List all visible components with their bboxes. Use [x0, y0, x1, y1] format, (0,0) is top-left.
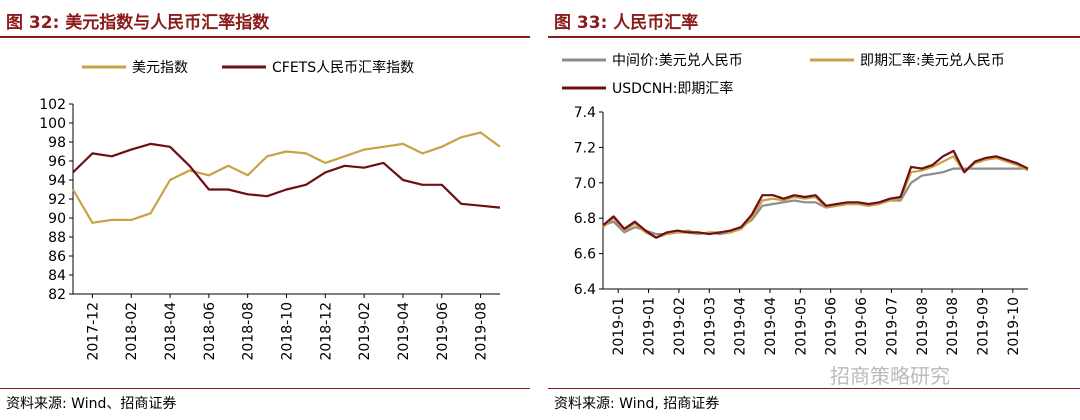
x-tick-label: 2019-04 [396, 302, 412, 361]
y-tick-label: 94 [48, 173, 66, 189]
watermark-text: 招商策略研究 [830, 364, 950, 388]
x-tick-label: 2019-08 [474, 302, 490, 361]
x-tick-label: 2019-03 [702, 297, 718, 356]
series-line [602, 155, 1029, 239]
x-tick-label: 2019-06 [824, 297, 840, 356]
panel-dxy-cfets: 图 32: 美元指数与人民币汇率指数 美元指数 CFETS人民币汇率指数 82 84 8… [0, 0, 530, 420]
y-tick-label: 7.0 [574, 176, 596, 192]
legend-label: CFETS人民币汇率指数 [272, 59, 414, 76]
y-tick-label: 6.4 [574, 282, 596, 298]
source-rule [548, 388, 1080, 389]
x-tick-label: 2018-04 [163, 302, 179, 361]
x-tick-label: 2018-12 [318, 302, 334, 361]
x-tick-label: 2019-08 [945, 297, 961, 356]
y-tick-label: 86 [48, 249, 66, 265]
x-tick-label: 2019-04 [733, 297, 749, 356]
x-tick-label: 2019-02 [357, 302, 373, 361]
y-tick-label: 96 [48, 154, 66, 170]
series-line [72, 131, 501, 224]
source-note: 资料来源: Wind, 招商证券 [554, 396, 720, 412]
y-tick-label: 98 [48, 135, 66, 151]
y-tick-label: 100 [39, 116, 66, 132]
y-tick-label: 102 [39, 97, 66, 113]
x-tick-label: 2019-04 [763, 297, 779, 356]
x-tick-label: 2019-10 [1006, 297, 1022, 356]
legend-label: 中间价:美元兑人民币 [612, 53, 743, 69]
x-tick-label: 2019-07 [884, 297, 900, 356]
x-tick-label: 2017-12 [85, 302, 101, 361]
title-rule [548, 36, 1080, 38]
legend-label: USDCNH:即期汇率 [612, 80, 733, 97]
x-tick-label: 2019-02 [672, 297, 688, 356]
y-tick-label: 82 [48, 287, 66, 303]
y-tick-label: 84 [48, 268, 66, 284]
y-tick-label: 6.6 [574, 247, 596, 263]
series-line [602, 149, 1029, 239]
chart-rmb-rates: 中间价:美元兑人民币 即期汇率:美元兑人民币 USDCNH:即期汇率 6.4 6.6 6.… [562, 52, 1029, 356]
y-tick-label: 7.4 [574, 105, 596, 121]
x-tick-label: 2018-06 [202, 302, 218, 361]
y-tick-label: 6.8 [574, 211, 596, 227]
y-tick-label: 88 [48, 230, 66, 246]
source-rule [0, 388, 530, 389]
title-rule [0, 36, 530, 38]
y-tick-label: 7.2 [574, 140, 596, 156]
x-tick-label: 2018-10 [280, 302, 296, 361]
y-tick-label: 90 [48, 211, 66, 227]
source-note: 资料来源: Wind、招商证券 [6, 396, 177, 412]
legend-label: 美元指数 [132, 60, 188, 76]
x-tick-label: 2018-02 [124, 302, 140, 361]
x-tick-label: 2018-08 [241, 302, 257, 361]
series-line [72, 142, 501, 209]
x-tick-label: 2019-01 [642, 297, 658, 356]
x-tick-label: 2019-08 [915, 297, 931, 356]
y-tick-label: 92 [48, 192, 66, 208]
chart-dxy-cfets: 美元指数 CFETS人民币汇率指数 82 84 86 88 90 92 94 96 98 100 102… [39, 59, 501, 361]
chart-title: 图 32: 美元指数与人民币汇率指数 [6, 13, 270, 33]
chart-title: 图 33: 人民币汇率 [554, 13, 699, 33]
legend-label: 即期汇率:美元兑人民币 [860, 52, 1005, 69]
panel-rmb-rates: 图 33: 人民币汇率 中间价:美元兑人民币 即期汇率:美元兑人民币 USDCNH:… [548, 0, 1080, 420]
x-tick-label: 2019-09 [975, 297, 991, 356]
x-tick-label: 2019-05 [793, 297, 809, 356]
x-tick-label: 2019-06 [854, 297, 870, 356]
x-tick-label: 2019-06 [435, 302, 451, 361]
series-line [602, 167, 1028, 236]
x-tick-label: 2019-01 [611, 297, 627, 356]
